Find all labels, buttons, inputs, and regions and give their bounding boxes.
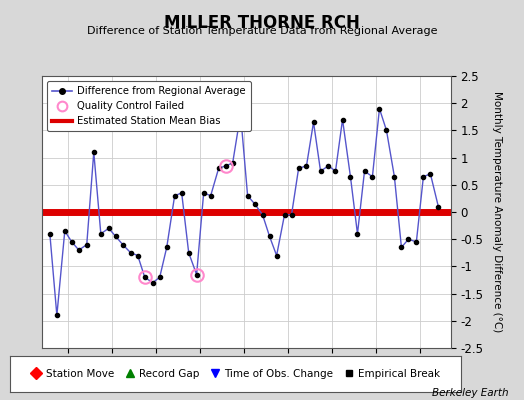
Legend: Difference from Regional Average, Quality Control Failed, Estimated Station Mean: Difference from Regional Average, Qualit… [47, 81, 250, 131]
Text: Difference of Station Temperature Data from Regional Average: Difference of Station Temperature Data f… [87, 26, 437, 36]
Text: MILLER THORNE RCH: MILLER THORNE RCH [164, 14, 360, 32]
Y-axis label: Monthly Temperature Anomaly Difference (°C): Monthly Temperature Anomaly Difference (… [492, 91, 501, 333]
Text: Berkeley Earth: Berkeley Earth [432, 388, 508, 398]
Legend: Station Move, Record Gap, Time of Obs. Change, Empirical Break: Station Move, Record Gap, Time of Obs. C… [28, 366, 444, 382]
